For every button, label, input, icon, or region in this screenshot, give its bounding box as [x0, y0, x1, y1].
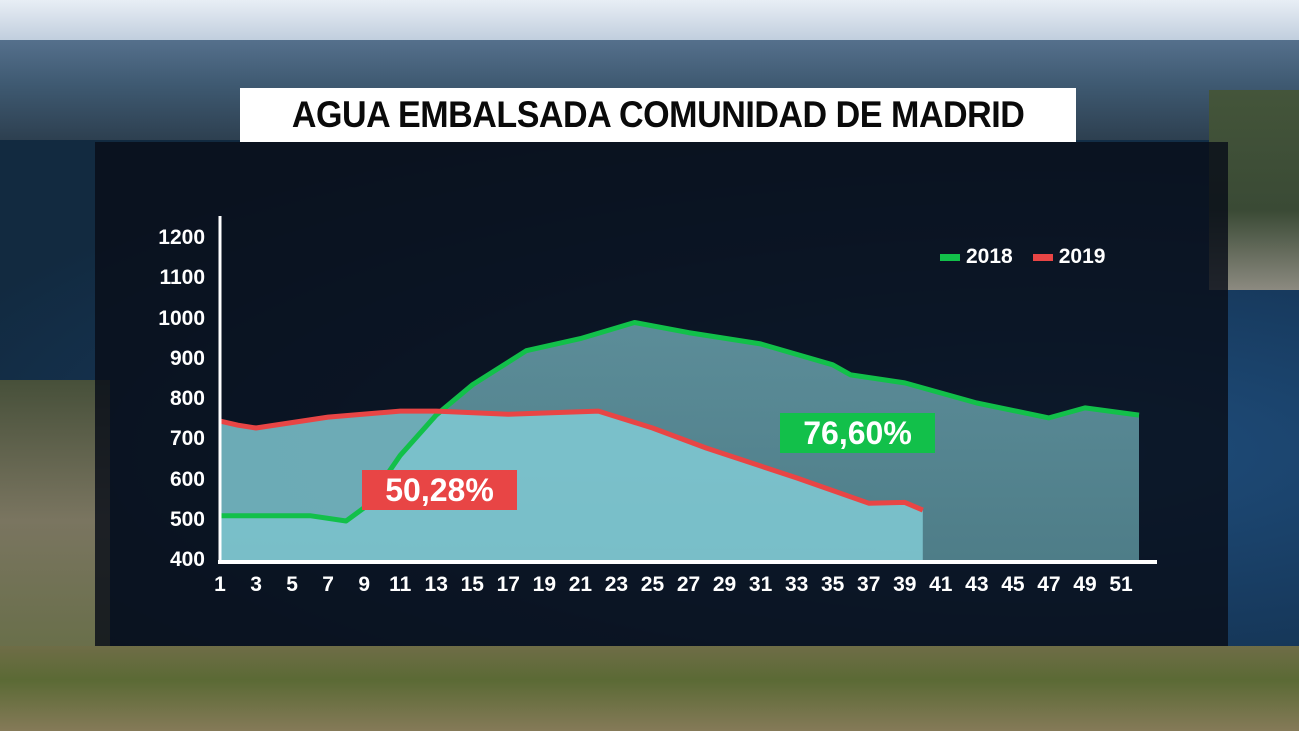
line-2019: [219, 408, 924, 513]
x-tick-label: 21: [568, 573, 593, 596]
x-tick-label: 37: [857, 573, 881, 596]
x-tick-label: 31: [748, 573, 773, 596]
x-tick-label: 51: [1109, 573, 1133, 596]
x-tick-label: 3: [250, 573, 262, 596]
x-tick-label: 33: [784, 573, 809, 596]
legend-swatch-2018: [940, 253, 960, 261]
y-tick-label: 800: [169, 387, 205, 410]
y-tick-label: 700: [169, 427, 205, 451]
x-tick-label: 9: [358, 573, 370, 596]
x-tick-label: 11: [389, 573, 412, 596]
y-tick-label: 900: [169, 346, 205, 370]
x-tick-label: 41: [929, 573, 953, 596]
x-tick-label: 5: [286, 573, 298, 596]
x-tick-label: 47: [1037, 573, 1061, 596]
legend-item-2019: 2019: [1032, 245, 1106, 269]
x-tick-label: 13: [424, 573, 448, 596]
x-tick-label: 45: [1001, 573, 1025, 596]
x-tick-label: 19: [532, 573, 557, 596]
legend: 2018 2019: [940, 245, 1115, 269]
x-tick-label: 29: [712, 573, 737, 596]
badge-2018-percentage: 76,60%: [780, 413, 935, 453]
x-tick-label: 7: [322, 573, 334, 596]
badge-2019-text: 50,28%: [385, 471, 494, 508]
x-tick-label: 39: [893, 573, 917, 596]
x-tick-label: 23: [604, 573, 629, 596]
area-2019: [220, 411, 923, 560]
legend-swatch-2019: [1032, 253, 1053, 261]
badge-2018-text: 76,60%: [803, 414, 912, 451]
y-tick-label: 1100: [159, 266, 205, 290]
x-tick-label: 15: [460, 573, 484, 596]
y-tick-label: 600: [169, 467, 205, 491]
x-tick-label: 17: [496, 573, 520, 596]
y-tick-label: 1200: [158, 226, 205, 249]
x-tick-label: 35: [820, 573, 845, 596]
x-tick-label: 49: [1073, 573, 1097, 596]
badge-2019-percentage: 50,28%: [362, 470, 517, 510]
legend-label-2018: 2018: [966, 245, 1013, 268]
legend-label-2019: 2019: [1058, 245, 1106, 268]
x-tick-label: 25: [640, 573, 665, 596]
background-bottom-land: [0, 646, 1299, 731]
legend-item-2018: 2018: [940, 245, 1013, 269]
x-tick-label: 43: [965, 573, 989, 596]
y-tick-label: 400: [169, 548, 205, 571]
chart-title: AGUA EMBALSADA COMUNIDAD DE MADRID: [291, 94, 1025, 135]
title-banner: AGUA EMBALSADA COMUNIDAD DE MADRID: [240, 88, 1076, 142]
y-tick-label: 500: [169, 507, 205, 531]
x-tick-label: 1: [214, 573, 226, 596]
y-tick-label: 1000: [158, 306, 205, 330]
x-tick-label: 27: [676, 573, 701, 596]
area-fills: [220, 322, 1140, 560]
